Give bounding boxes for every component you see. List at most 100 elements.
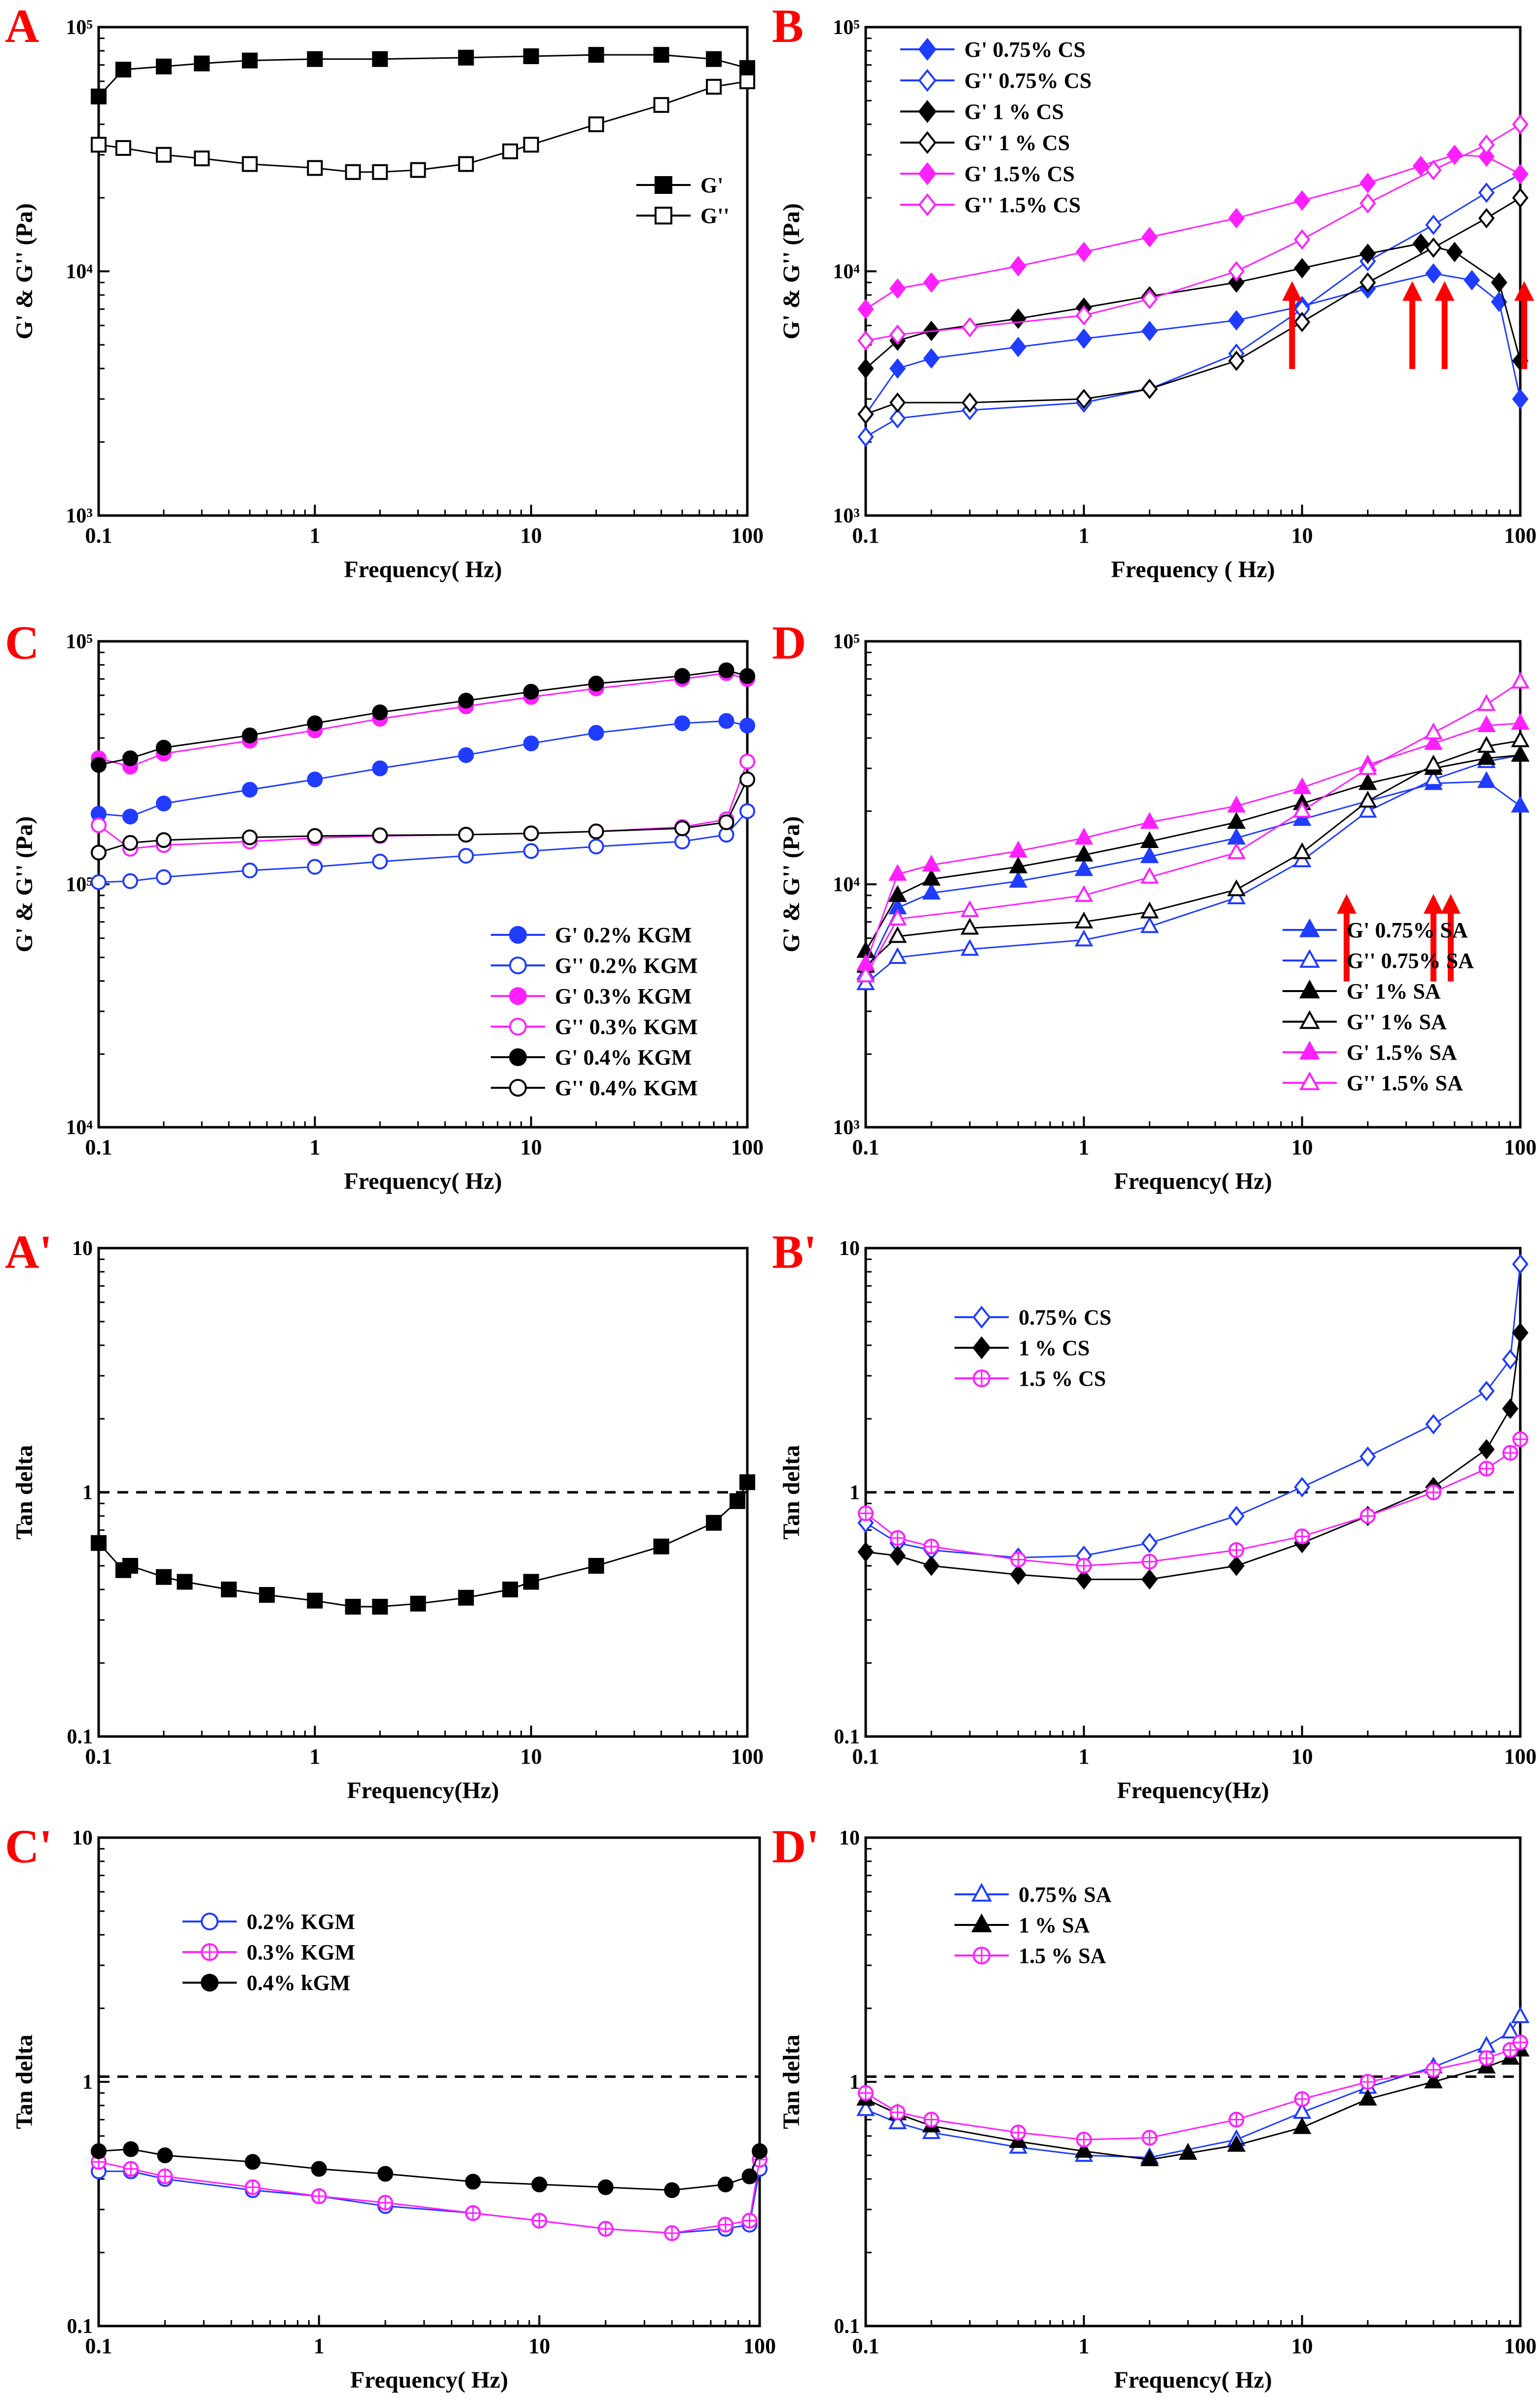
- data-point: [1228, 350, 1245, 371]
- data-point: [856, 2099, 875, 2116]
- data-point: [1074, 885, 1094, 902]
- data-point: [889, 324, 906, 345]
- legend-marker: [918, 100, 937, 123]
- data-point: [523, 735, 539, 751]
- data-point: [1477, 694, 1496, 711]
- series-0: [91, 713, 755, 825]
- data-point: [523, 684, 539, 700]
- y-tick-label: 10⁵: [833, 16, 860, 39]
- legend: G' 0.2% KGM G'' 0.2% KGM G' 0.3% KGM G'' 0.…: [491, 923, 698, 1100]
- data-point: [889, 278, 906, 299]
- panel-label: B: [772, 0, 804, 52]
- data-point: [307, 51, 323, 67]
- data-point: [1358, 758, 1377, 775]
- y-tick-label: 1: [82, 1481, 93, 1504]
- y-axis-label: G' & G'' (Pa): [11, 203, 37, 339]
- x-axis-label: Frequency( Hz): [1114, 2367, 1272, 2393]
- data-point: [1502, 1349, 1519, 1370]
- series-2: [858, 2034, 1528, 2148]
- data-point: [1010, 1564, 1027, 1585]
- data-point: [1227, 842, 1246, 859]
- data-point: [1478, 2050, 1495, 2067]
- red-arrow-icon: [1402, 281, 1423, 369]
- data-point: [458, 826, 474, 843]
- x-tick-label: 100: [1504, 523, 1537, 548]
- data-point: [1424, 754, 1443, 772]
- data-point: [1425, 159, 1442, 181]
- data-point: [458, 156, 474, 172]
- data-point: [1359, 2074, 1376, 2090]
- data-point: [1075, 389, 1092, 409]
- y-tick-label: 10⁴: [66, 1116, 93, 1139]
- data-point: [588, 116, 604, 132]
- data-point: [1294, 190, 1311, 211]
- data-point: [1292, 801, 1312, 818]
- data-point: [1009, 856, 1027, 874]
- data-point: [91, 2143, 107, 2159]
- y-tick-label: 0.1: [834, 1726, 860, 1748]
- data-point: [1502, 1445, 1518, 1461]
- data-point: [1359, 1446, 1376, 1467]
- legend-label: 1.5 % CS: [1019, 1367, 1106, 1391]
- data-point: [1477, 715, 1496, 732]
- data-point: [157, 2168, 173, 2184]
- data-point: [245, 2179, 261, 2195]
- data-point: [588, 823, 604, 840]
- data-point: [588, 725, 604, 741]
- data-point: [588, 675, 604, 692]
- data-point: [1477, 748, 1496, 765]
- data-point: [1228, 208, 1245, 229]
- y-tick-label: 10⁵: [66, 630, 93, 653]
- data-point: [739, 717, 755, 734]
- data-point: [858, 1505, 874, 1521]
- y-tick-label: 10⁵: [66, 16, 93, 39]
- data-point: [857, 426, 874, 447]
- data-point: [1074, 845, 1094, 862]
- data-point: [888, 926, 907, 943]
- data-point: [706, 1514, 722, 1531]
- data-point: [889, 358, 906, 379]
- series-line: [865, 272, 1521, 415]
- data-point: [242, 727, 258, 743]
- legend-marker: [1299, 979, 1320, 998]
- data-point: [858, 2085, 874, 2101]
- data-point: [1478, 1461, 1495, 1477]
- data-point: [674, 833, 691, 850]
- legend-label: G' 0.4% KGM: [555, 1045, 692, 1070]
- data-point: [1412, 233, 1429, 254]
- data-point: [1228, 310, 1245, 331]
- data-point: [123, 2161, 139, 2177]
- legend-label: G'' 1 % CS: [964, 131, 1070, 155]
- data-point: [741, 2168, 758, 2184]
- data-point: [1412, 155, 1429, 177]
- data-point: [1511, 671, 1530, 689]
- data-point: [1511, 795, 1530, 813]
- data-point: [1010, 1551, 1027, 1568]
- data-point: [739, 60, 755, 76]
- series-line: [98, 2148, 761, 2191]
- y-axis-label: G' & G'' (Pa): [778, 816, 805, 953]
- series-4: [91, 662, 755, 773]
- data-point: [889, 392, 906, 413]
- legend-label: G'' 0.3% KGM: [555, 1015, 698, 1039]
- data-point: [1075, 1569, 1092, 1590]
- data-point: [889, 1530, 906, 1546]
- series-line: [98, 811, 748, 883]
- data-point: [91, 757, 107, 773]
- series-line: [98, 2159, 761, 2234]
- data-point: [1140, 867, 1159, 884]
- data-point: [889, 1545, 906, 1566]
- x-tick-label: 1: [1078, 1135, 1089, 1159]
- legend-marker: [918, 37, 937, 61]
- legend-marker: [973, 1947, 990, 1964]
- data-point: [1425, 237, 1442, 258]
- data-point: [718, 814, 734, 830]
- data-point: [1425, 215, 1442, 235]
- y-axis-label: Tan delta: [778, 2034, 805, 2129]
- data-point: [739, 668, 755, 684]
- y-axis-label: Tan delta: [11, 1445, 37, 1540]
- data-point: [531, 2177, 548, 2193]
- legend-label: G' 0.75% SA: [1347, 918, 1468, 942]
- data-point: [588, 1558, 604, 1574]
- data-point: [1140, 916, 1159, 933]
